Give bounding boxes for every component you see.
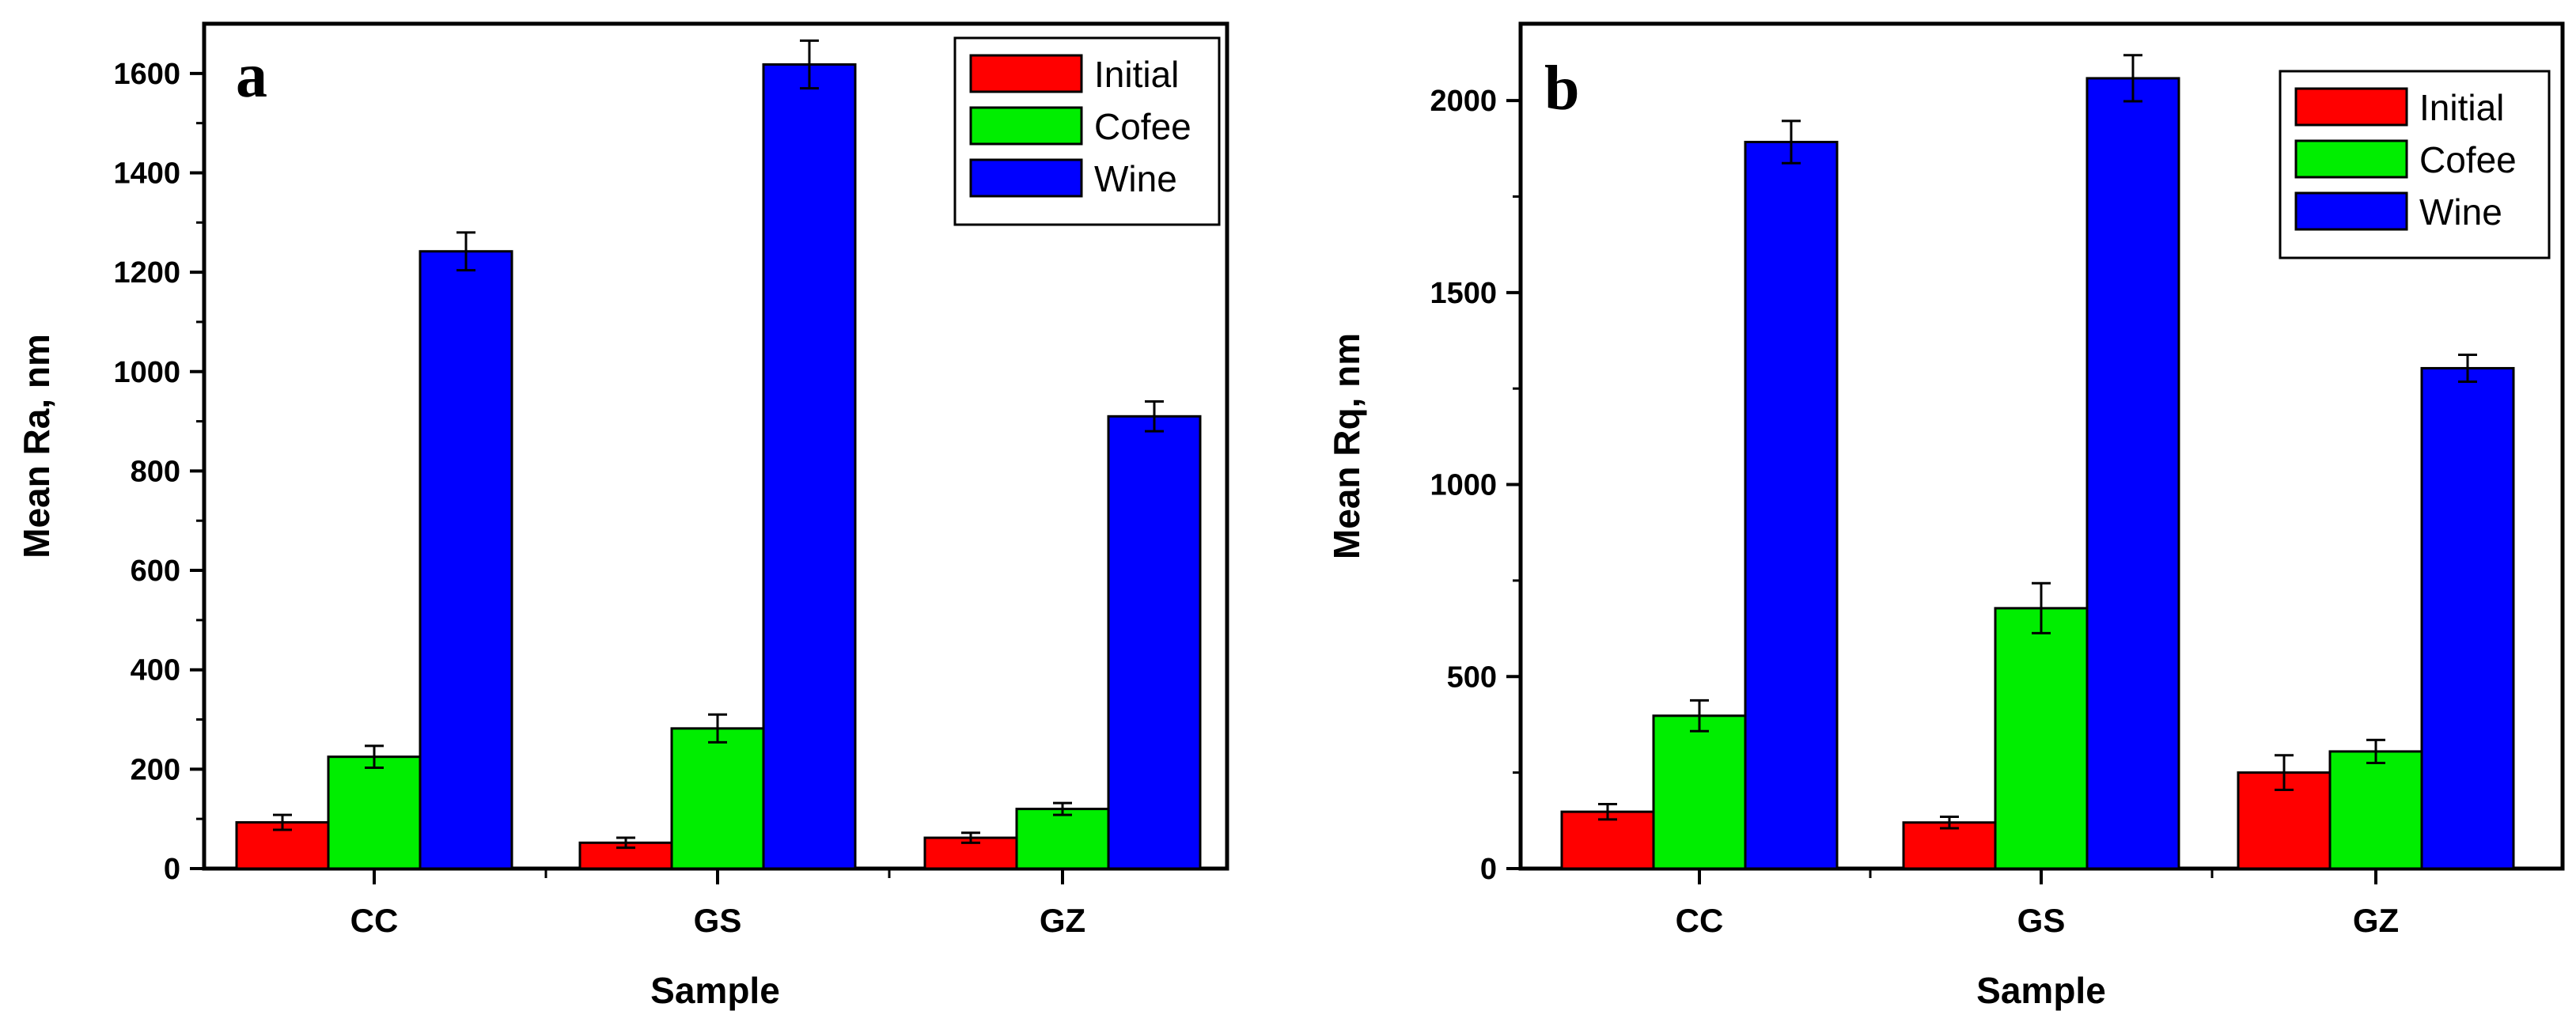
legend-label-initial: Initial [2419, 87, 2504, 128]
x-tick-label: CC [350, 902, 399, 939]
y-tick-label: 800 [131, 455, 180, 488]
bar-wine-gz [2420, 366, 2515, 870]
y-tick-label: 1000 [113, 356, 180, 389]
y-axis-a: 0 200 400 600 800 1000 1200 1400 1600 [113, 58, 204, 886]
x-axis-title-b: Sample [1976, 970, 2106, 1011]
bar-cofee-cc [327, 755, 422, 870]
bar-wine-cc [1744, 141, 1839, 870]
y-tick-label: 0 [164, 853, 180, 886]
y-axis-title-b: Mean Rq, nm [1326, 333, 1367, 559]
legend-label-wine: Wine [2419, 191, 2502, 233]
bar-wine-gz [1107, 415, 1202, 870]
bar-initial-gs [1902, 821, 1997, 870]
y-tick-label: 2000 [1430, 85, 1497, 118]
x-tick-label: GS [694, 902, 742, 939]
legend-label-initial: Initial [1094, 54, 1179, 95]
x-axis-title-a: Sample [650, 970, 780, 1011]
bar-cofee-cc [1652, 714, 1747, 870]
y-tick-label: 200 [131, 753, 180, 786]
legend-swatch-initial [969, 54, 1083, 93]
chart-panel-a: a Sample Mean Ra, nm 0 200 400 600 800 1000 12… [16, 21, 1229, 1011]
legend-a: Initial Cofee Wine [953, 36, 1221, 226]
x-axis-a: CC GS GZ [350, 869, 1085, 939]
bar-cofee-gs [670, 727, 765, 870]
y-axis-b: 0 500 1000 1500 2000 [1430, 85, 1521, 886]
legend-swatch-wine [969, 158, 1083, 198]
x-tick-label: GZ [2353, 902, 2399, 939]
bar-cofee-gs [1994, 607, 2089, 870]
bars-b [1560, 54, 2515, 870]
bar-wine-gs [2085, 77, 2180, 870]
y-tick-label: 600 [131, 555, 180, 588]
y-tick-label: 1400 [113, 157, 180, 190]
y-tick-label: 1500 [1430, 277, 1497, 310]
x-axis-b: CC GS GZ [1676, 869, 2399, 939]
y-axis-title-a: Mean Ra, nm [16, 334, 57, 558]
bar-initial-cc [1560, 810, 1655, 870]
legend-label-cofee: Cofee [1094, 106, 1191, 147]
y-tick-label: 400 [131, 654, 180, 687]
bar-initial-gs [578, 841, 673, 870]
legend-swatch-cofee [2294, 139, 2408, 179]
x-tick-label: CC [1676, 902, 1724, 939]
bars-a [235, 39, 1202, 870]
chart-panel-b: b Sample Mean Rq, nm 0 500 1000 1500 2000 CC… [1326, 21, 2565, 1011]
legend-label-wine: Wine [1094, 158, 1177, 199]
bar-wine-cc [419, 250, 513, 870]
panel-label-a: a [236, 41, 267, 111]
x-tick-label: GZ [1040, 902, 1085, 939]
y-tick-label: 0 [1480, 853, 1497, 886]
y-tick-label: 1200 [113, 256, 180, 290]
bar-cofee-gz [1015, 808, 1110, 870]
bar-cofee-gz [2328, 750, 2423, 870]
x-tick-label: GS [2017, 902, 2066, 939]
legend-label-cofee: Cofee [2419, 139, 2517, 180]
legend-swatch-cofee [969, 106, 1083, 146]
bar-wine-gs [762, 63, 857, 870]
legend-swatch-initial [2294, 87, 2408, 127]
y-tick-label: 500 [1447, 661, 1497, 694]
panel-label-b: b [1544, 54, 1580, 123]
legend-b: Initial Cofee Wine [2279, 70, 2551, 259]
y-tick-label: 1000 [1430, 469, 1497, 502]
y-tick-label: 1600 [113, 58, 180, 91]
legend-swatch-wine [2294, 191, 2408, 231]
